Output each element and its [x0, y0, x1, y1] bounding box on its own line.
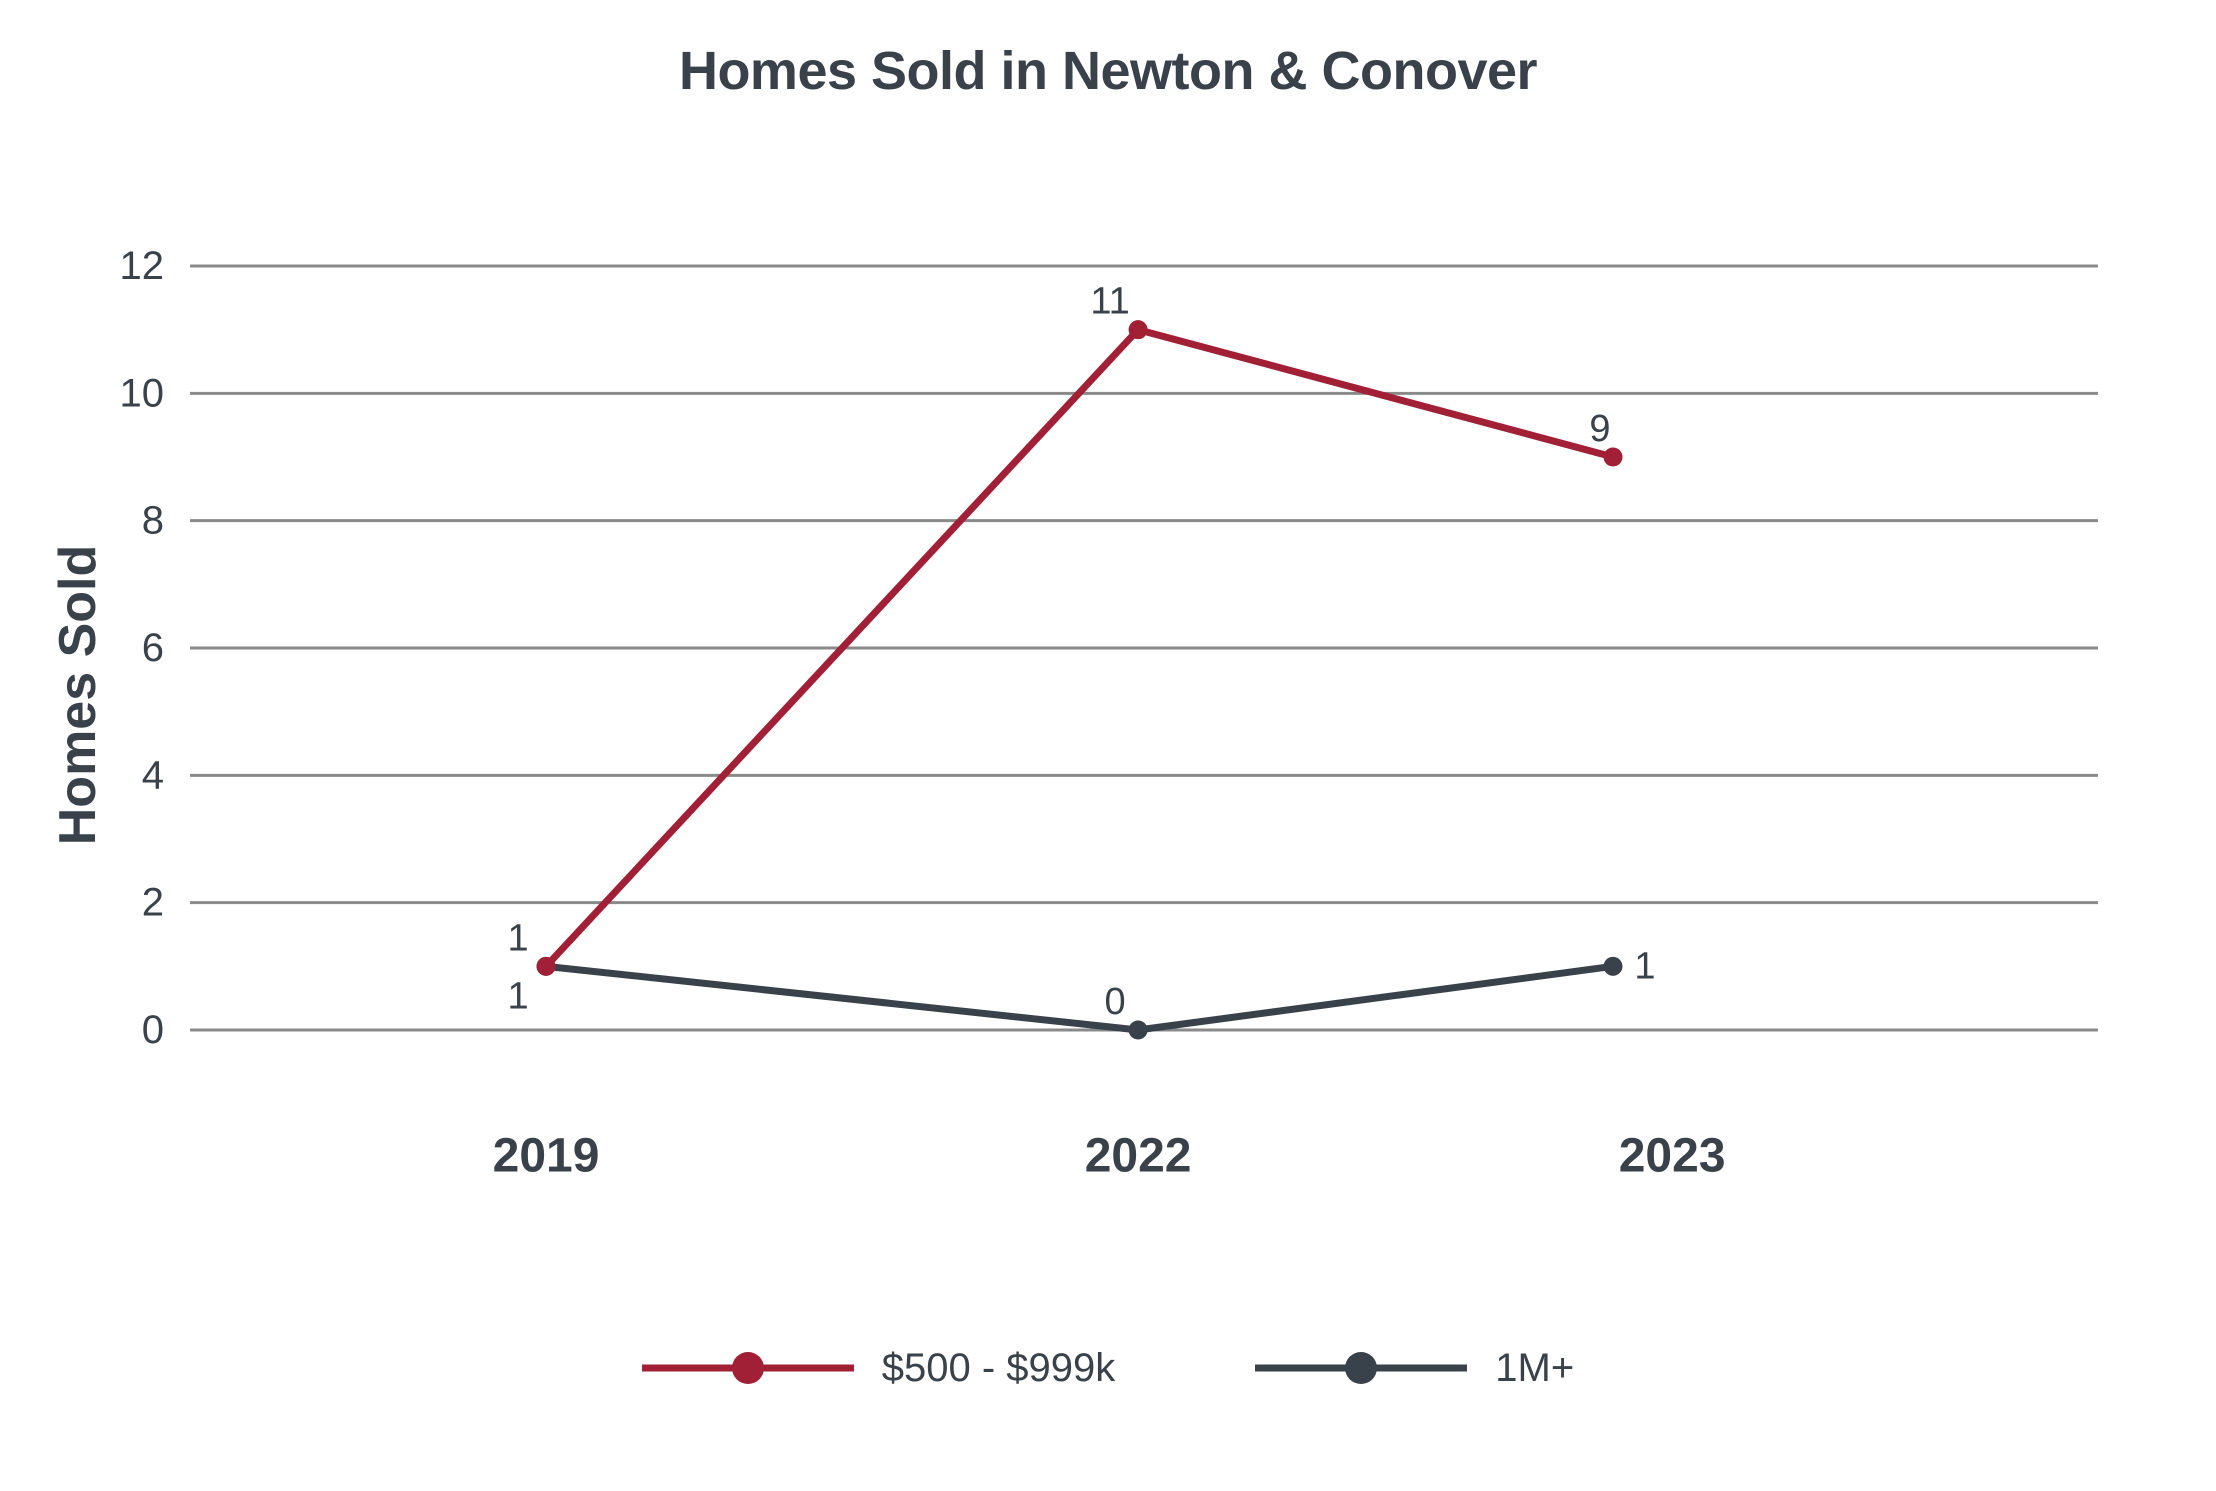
legend-dot-icon — [1345, 1352, 1378, 1384]
data-point-500-999k — [1603, 447, 1623, 467]
y-tick-label: 2 — [142, 881, 164, 925]
data-point-1m — [1128, 1020, 1148, 1040]
data-label-1m: 1 — [1634, 945, 1655, 987]
chart-title: Homes Sold in Newton & Conover — [678, 41, 1538, 101]
data-label-500-999k: 9 — [1589, 408, 1610, 450]
y-tick-label: 12 — [120, 244, 165, 288]
legend-item-1m-plus: 1M+ — [1255, 1346, 1574, 1391]
legend-swatch-icon — [1255, 1351, 1468, 1385]
x-tick-label: 2023 — [1619, 1130, 1726, 1183]
y-tick-label: 10 — [120, 371, 165, 415]
data-point-500-999k — [1128, 320, 1148, 340]
y-tick-label: 6 — [142, 626, 164, 670]
y-tick-label: 4 — [142, 753, 164, 797]
data-point-500-999k — [536, 956, 556, 976]
legend-dot-icon — [731, 1352, 764, 1384]
y-tick-label: 8 — [142, 499, 164, 543]
data-label-500-999k: 1 — [507, 917, 528, 959]
x-tick-label: 2019 — [493, 1130, 600, 1183]
data-label-1m: 1 — [507, 975, 528, 1017]
data-point-1m — [1603, 956, 1623, 976]
legend-swatch-icon — [641, 1351, 854, 1385]
series-line-1m — [545, 962, 1614, 1034]
data-label-500-999k: 11 — [1090, 281, 1129, 323]
data-label-1m: 0 — [1105, 981, 1126, 1023]
legend: $500 - $999k 1M+ — [0, 1330, 2216, 1406]
legend-label-500-999k: $500 - $999k — [881, 1345, 1116, 1390]
legend-item-500-999k: $500 - $999k — [641, 1345, 1116, 1391]
legend-label-1m-plus: 1M+ — [1495, 1345, 1575, 1390]
x-tick-label: 2022 — [1085, 1130, 1192, 1183]
y-tick-label: 0 — [142, 1008, 164, 1052]
